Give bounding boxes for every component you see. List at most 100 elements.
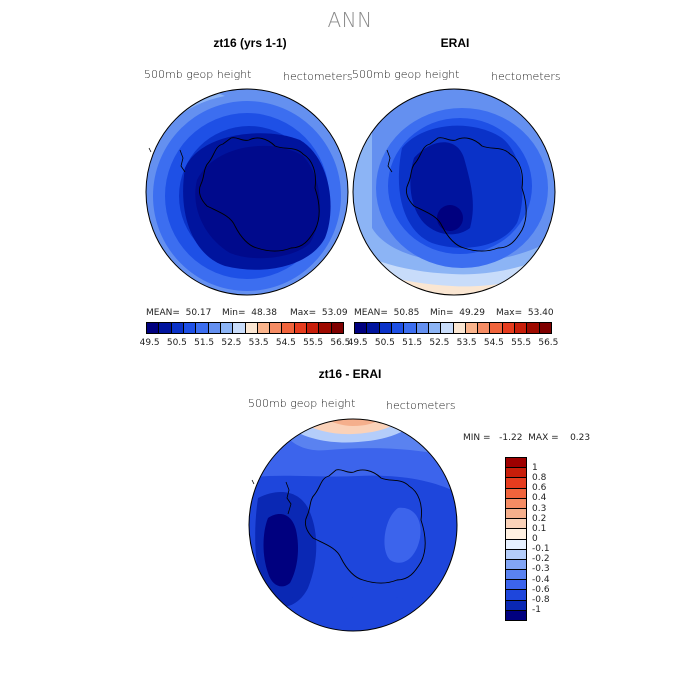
panel-1-field-label: 500mb geop height: [144, 68, 252, 81]
panel-2-max: Max= 53.40: [496, 308, 554, 318]
panel-2-colorbar-swatch: [379, 323, 392, 333]
panel-3-colorbar-swatch: [506, 589, 526, 600]
panel-2-field-label: 500mb geop height: [352, 68, 460, 81]
panel-3-colorbar-swatch: [506, 599, 526, 610]
panel-3-colorbar-swatch: [506, 477, 526, 488]
panel-2-colorbar-swatch: [416, 323, 429, 333]
panel-3-colorbar-tick-label: 0.6: [532, 483, 547, 494]
panel-3-colorbar-tick-label: 0.1: [532, 523, 547, 534]
panel-3-colorbar-swatch: [506, 579, 526, 590]
panel-2-colorbar-tick-label: 55.5: [511, 338, 532, 348]
panel-2-colorbar-swatch: [478, 323, 491, 333]
panel-2-colorbar-swatch: [453, 323, 466, 333]
panel-1-min: Min= 48.38: [222, 308, 277, 318]
panel-1-title: zt16 (yrs 1-1): [213, 36, 287, 50]
panel-1-units-label: hectometers: [283, 70, 353, 83]
panel-2-colorbar-swatch: [527, 323, 540, 333]
panel-1-colorbar-swatch: [147, 323, 160, 333]
panel-2-antarctica-coastline: [405, 137, 527, 252]
panel-2-colorbar-swatch: [465, 323, 479, 333]
panel-1-colorbar-tick-label: 55.5: [303, 338, 324, 348]
panel-3-units-label: hectometers: [386, 399, 456, 412]
panel-3-colorbar-tick-label: -0.8: [532, 594, 550, 605]
panel-1-colorbar-tick-label: 49.5: [139, 338, 160, 348]
panel-1-colorbar-swatch: [307, 323, 320, 333]
panel-1-colorbar-tick-label: 50.5: [166, 338, 187, 348]
panel-3-colorbar-swatch: [506, 487, 526, 498]
panel-2-colorbar-tick-label: 50.5: [374, 338, 395, 348]
panel-2-colorbar-swatch: [367, 323, 380, 333]
panel-3-colorbar-swatch: [506, 507, 526, 519]
panel-1-polar-map: [145, 88, 349, 296]
panel-2-polar-map: [352, 88, 556, 296]
figure-title: ANN: [327, 8, 373, 32]
panel-2-colorbar-swatch: [428, 323, 442, 333]
panel-2-colorbar-swatch: [539, 323, 551, 333]
panel-3-colorbar-ticks: -1 -0.8 -0.6 -0.4 -0.3 -0.2 -0.1 0 0.1 0.2 0.3 0.4 0…: [532, 463, 550, 615]
panel-3-polar-map: [248, 418, 458, 632]
panel-1-colorbar-swatch: [282, 323, 295, 333]
panel-3-colorbar-swatch: [506, 518, 526, 529]
panel-3-colorbar-tick-label: 0.4: [532, 493, 547, 504]
panel-2-colorbar-swatch: [441, 323, 454, 333]
panel-1-colorbar-swatch: [257, 323, 271, 333]
panel-2-colorbar-swatch: [391, 323, 405, 333]
panel-2-colorbar-tick-label: 53.5: [456, 338, 477, 348]
panel-3-colorbar-tick-label: -0.1: [532, 544, 550, 555]
panel-3-colorbar-swatch: [506, 467, 526, 478]
panel-2-colorbar-swatch: [502, 323, 516, 333]
panel-3-colorbar-tick-label: -1: [532, 604, 541, 615]
panel-3-colorbar-tick-label: 0: [532, 533, 538, 544]
panel-2-colorbar-swatch: [355, 323, 368, 333]
panel-3-min-max: MIN = -1.22 MAX = 0.23: [463, 433, 591, 443]
panel-3-colorbar-swatch: [506, 528, 526, 539]
panel-1-colorbar-swatch: [331, 323, 343, 333]
panel-3-colorbar-tick-label: 0.2: [532, 513, 547, 524]
panel-1-colorbar-swatch: [159, 323, 172, 333]
panel-2-units-label: hectometers: [491, 70, 561, 83]
panel-1-colorbar-swatch: [294, 323, 308, 333]
panel-3-colorbar-tick-label: 0.3: [532, 503, 547, 514]
panel-2-colorbar-tick-label: 54.5: [483, 338, 504, 348]
panel-1-colorbar-tick-label: 51.5: [194, 338, 215, 348]
panel-3-colorbar-swatch: [506, 569, 526, 580]
panel-1-colorbar-tick-label: 56.5: [330, 338, 351, 348]
panel-3-colorbar-tick-label: -0.6: [532, 584, 550, 595]
panel-1-max: Max= 53.09: [290, 308, 348, 318]
panel-3-colorbar-tick-label: 0.8: [532, 473, 547, 484]
panel-1-colorbar-swatch: [208, 323, 221, 333]
panel-1-mean: MEAN= 50.17: [146, 308, 212, 318]
panel-1-colorbar-tick-label: 54.5: [275, 338, 296, 348]
panel-3-colorbar-swatch: [506, 497, 526, 508]
panel-1-colorbar-swatch: [233, 323, 246, 333]
panel-3-colorbar-swatch: [506, 558, 526, 570]
panel-2-colorbar-tick-label: 56.5: [538, 338, 559, 348]
panel-3-title: zt16 - ERAI: [318, 367, 382, 381]
panel-3-colorbar-swatch: [506, 458, 526, 468]
panel-1-colorbar-tick-label: 53.5: [248, 338, 269, 348]
panel-3-colorbar-swatch: [506, 538, 526, 549]
panel-3-colorbar-swatch: [506, 548, 526, 559]
panel-3-colorbar-tick-label: -0.2: [532, 554, 550, 565]
panel-2-colorbar-swatch: [490, 323, 503, 333]
panel-1-colorbar-swatch: [245, 323, 258, 333]
panel-1-colorbar-swatch: [319, 323, 332, 333]
panel-2-colorbar-tick-label: 51.5: [402, 338, 423, 348]
panel-1-colorbar-ticks: 49.5 50.5 51.5 52.5 53.5 54.5 55.5 56.5: [136, 338, 354, 348]
panel-2-title: ERAI: [440, 36, 470, 50]
panel-2-colorbar-tick-label: 52.5: [429, 338, 450, 348]
panel-2-colorbar-tick-label: 49.5: [347, 338, 368, 348]
panel-1-colorbar-swatch: [220, 323, 234, 333]
panel-1-colorbar-swatch: [196, 323, 209, 333]
panel-1-colorbar-swatch: [183, 323, 197, 333]
panel-3-colorbar-swatch: [506, 609, 526, 620]
panel-3-antarctica-coastline: [304, 469, 426, 584]
panel-1-colorbar-swatch: [171, 323, 184, 333]
panel-1-colorbar-swatch: [270, 323, 283, 333]
panel-2-mean: MEAN= 50.85: [354, 308, 420, 318]
panel-2-min: Min= 49.29: [430, 308, 485, 318]
panel-3-field-label: 500mb geop height: [248, 397, 356, 410]
panel-2-colorbar-swatch: [515, 323, 528, 333]
panel-1-colorbar: [146, 322, 344, 334]
panel-3-colorbar: [505, 457, 527, 621]
